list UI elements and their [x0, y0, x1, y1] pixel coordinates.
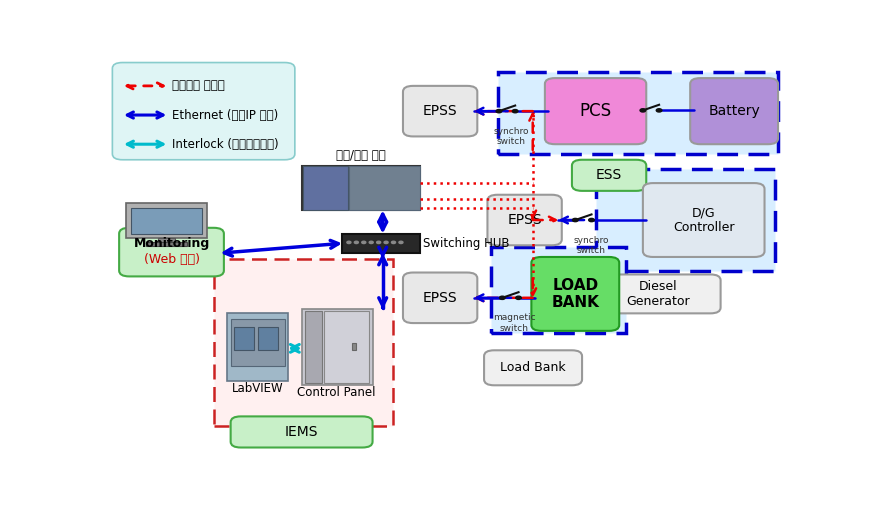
FancyBboxPatch shape [545, 78, 646, 144]
Circle shape [496, 110, 501, 113]
Bar [146, 242, 187, 246]
FancyBboxPatch shape [572, 160, 646, 191]
Bar [214, 259, 392, 426]
Text: (Web 기반): (Web 기반) [144, 252, 200, 266]
Text: Ethernet (고정IP 사용): Ethernet (고정IP 사용) [172, 109, 278, 122]
Bar [596, 170, 774, 271]
FancyBboxPatch shape [230, 417, 372, 447]
Text: IEMS: IEMS [285, 425, 318, 439]
FancyBboxPatch shape [596, 275, 720, 313]
Bar [228, 313, 288, 381]
Bar [302, 310, 372, 385]
Bar [126, 203, 207, 237]
Text: D/G
Controller: D/G Controller [673, 206, 734, 234]
Text: ESS: ESS [596, 168, 623, 182]
FancyBboxPatch shape [531, 257, 619, 331]
Circle shape [392, 241, 396, 243]
Bar [230, 319, 284, 366]
Text: Battery: Battery [708, 104, 760, 118]
Bar [342, 234, 419, 253]
Circle shape [369, 241, 373, 243]
Text: PCS: PCS [580, 102, 611, 120]
Bar [303, 166, 348, 210]
Bar [257, 327, 278, 350]
Circle shape [589, 218, 595, 222]
Bar [491, 247, 626, 333]
Circle shape [515, 296, 521, 299]
FancyBboxPatch shape [112, 63, 295, 160]
Circle shape [513, 110, 518, 113]
Circle shape [657, 109, 662, 112]
Text: Interlock (내부접점신호): Interlock (내부접점신호) [172, 138, 278, 150]
FancyBboxPatch shape [403, 273, 477, 323]
Text: EPSS: EPSS [423, 291, 458, 305]
Text: LabVIEW: LabVIEW [232, 382, 283, 395]
Bar [159, 237, 174, 243]
Bar [305, 312, 322, 383]
Bar [132, 209, 201, 234]
FancyBboxPatch shape [691, 78, 778, 144]
Circle shape [500, 296, 505, 299]
Circle shape [384, 241, 388, 243]
Bar [352, 342, 356, 350]
Text: 전력계측 프로브: 전력계측 프로브 [172, 79, 225, 92]
Text: Diesel
Generator: Diesel Generator [626, 280, 690, 308]
FancyBboxPatch shape [119, 228, 224, 276]
Text: magnetic
switch: magnetic switch [494, 314, 535, 333]
Circle shape [347, 241, 351, 243]
Circle shape [362, 241, 366, 243]
Circle shape [399, 241, 403, 243]
Text: LOAD
BANK: LOAD BANK [551, 278, 599, 310]
Circle shape [377, 241, 381, 243]
Bar [302, 166, 419, 210]
Text: Switching HUB: Switching HUB [423, 237, 510, 250]
Bar [350, 166, 420, 210]
FancyBboxPatch shape [487, 195, 562, 245]
Text: Control Panel: Control Panel [297, 386, 376, 399]
Circle shape [572, 218, 578, 222]
Bar [498, 72, 778, 154]
Text: 전압/전류 계측: 전압/전류 계측 [336, 149, 385, 163]
Text: synchro
switch: synchro switch [573, 236, 609, 255]
Bar [234, 327, 255, 350]
Bar [324, 312, 369, 383]
FancyBboxPatch shape [403, 86, 477, 136]
Text: Load Bank: Load Bank [501, 361, 566, 374]
FancyBboxPatch shape [643, 183, 765, 257]
Text: synchro
switch: synchro switch [494, 127, 528, 146]
Text: Monitoring: Monitoring [133, 237, 209, 250]
Circle shape [640, 109, 646, 112]
Text: EPSS: EPSS [508, 213, 542, 227]
Text: EPSS: EPSS [423, 104, 458, 118]
FancyBboxPatch shape [484, 350, 582, 385]
Circle shape [354, 241, 358, 243]
